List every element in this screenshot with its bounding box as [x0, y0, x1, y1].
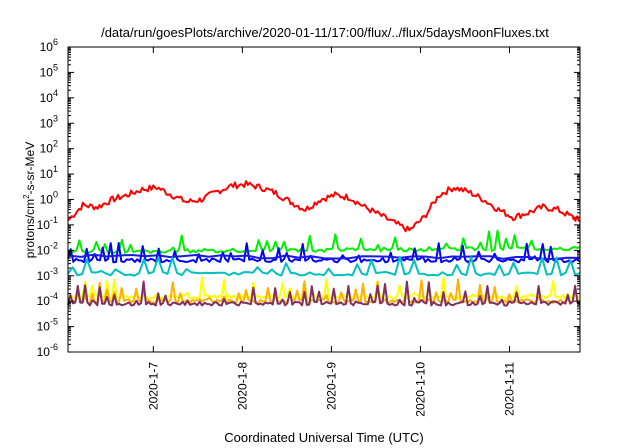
series-line-0 — [67, 180, 581, 233]
series-layer — [67, 180, 581, 307]
y-tick-base: 10 — [40, 116, 54, 130]
x-tick-label: 2020-1-7 — [146, 362, 160, 410]
y-tick-base: 10 — [40, 91, 54, 105]
series-line-7 — [67, 280, 581, 307]
y-tick-label: 10-1 — [37, 215, 58, 232]
y-tick-exp: 5 — [53, 62, 58, 72]
x-tick-label: 2020-1-9 — [324, 362, 338, 410]
y-tick-exp: 6 — [53, 37, 58, 47]
series-line-5 — [67, 276, 581, 300]
x-axis-label: Coordinated Universal Time (UTC) — [224, 430, 423, 445]
y-tick-base: 10 — [40, 65, 54, 79]
series-line-6 — [67, 278, 581, 305]
y-tick-base: 10 — [37, 345, 51, 359]
y-tick-exp: -5 — [50, 317, 58, 327]
y-tick-base: 10 — [37, 294, 51, 308]
series-line-4 — [67, 255, 581, 277]
y-tick-base: 10 — [37, 269, 51, 283]
y-tick-exp: -1 — [50, 215, 58, 225]
y-tick-exp: 4 — [53, 88, 58, 98]
y-tick-exp: 0 — [53, 190, 58, 200]
y-tick-base: 10 — [37, 320, 51, 334]
y-tick-label: 10-2 — [37, 240, 58, 257]
y-axis-label-sup: 2 — [22, 194, 31, 199]
y-tick-exp: -2 — [50, 240, 58, 250]
y-tick-exp: 1 — [53, 164, 58, 174]
y-axis-label: protons/cm2-s-sr-MeV — [22, 142, 37, 258]
y-axis-label-rest: -s-sr-MeV — [23, 142, 37, 195]
y-tick-exp: -4 — [50, 291, 58, 301]
y-tick-label: 104 — [40, 88, 58, 105]
y-axis-label-base: protons/cm — [23, 199, 37, 258]
y-tick-label: 101 — [40, 164, 58, 181]
y-tick-label: 10-3 — [37, 266, 58, 283]
x-axis: 2020-1-7 2020-1-8 2020-1-9 2020-1-10 2020-1-… — [146, 47, 517, 417]
y-tick-base: 10 — [37, 218, 51, 232]
y-tick-label: 105 — [40, 62, 58, 79]
y-tick-label: 103 — [40, 113, 58, 130]
y-tick-label: 10-5 — [37, 317, 58, 334]
chart-title: /data/run/goesPlots/archive/2020-01-11/1… — [101, 25, 549, 40]
x-tick-label: 2020-1-8 — [235, 362, 249, 410]
y-tick-base: 10 — [37, 243, 51, 257]
y-tick-base: 10 — [40, 167, 54, 181]
y-tick-label: 10-4 — [37, 291, 58, 308]
y-tick-exp: 2 — [53, 139, 58, 149]
y-tick-label: 10-6 — [37, 342, 58, 359]
y-tick-base: 10 — [40, 193, 54, 207]
y-tick-exp: -6 — [50, 342, 58, 352]
series-line-3 — [67, 253, 581, 260]
y-tick-label: 102 — [40, 139, 58, 156]
x-tick-label: 2020-1-11 — [503, 362, 517, 416]
y-tick-label: 106 — [40, 37, 58, 54]
y-tick-base: 10 — [40, 40, 54, 54]
series-line-1 — [67, 229, 581, 254]
y-tick-label: 100 — [40, 190, 58, 207]
y-tick-exp: -3 — [50, 266, 58, 276]
y-axis: 10-610-510-410-310-210-11001011021031041… — [37, 37, 580, 359]
y-tick-exp: 3 — [53, 113, 58, 123]
x-tick-label: 2020-1-10 — [413, 362, 427, 417]
y-tick-base: 10 — [40, 142, 54, 156]
